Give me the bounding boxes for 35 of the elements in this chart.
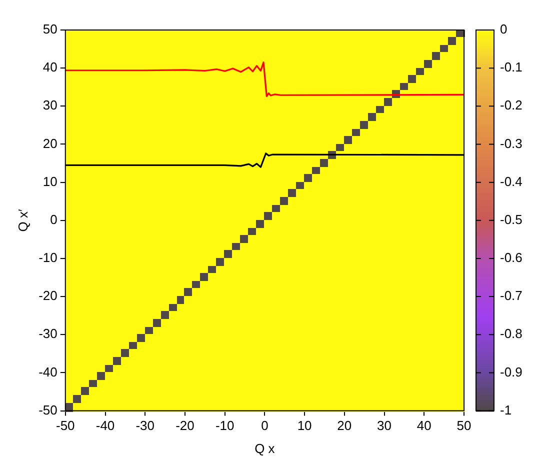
x-tick-label: -20 xyxy=(176,418,194,434)
color-bar-label: -0.8 xyxy=(500,326,522,342)
y-tick-label: -40 xyxy=(38,364,58,380)
color-bar-label: -0.1 xyxy=(500,60,522,75)
x-axis-title: Q x xyxy=(254,440,276,456)
x-tick-label: 20 xyxy=(337,418,352,434)
color-bar-label: -0.5 xyxy=(500,212,522,227)
color-bar-label: -0.3 xyxy=(500,136,522,151)
y-tick-label: 50 xyxy=(42,22,58,37)
color-bar-label: -0.2 xyxy=(500,98,522,113)
x-tick-label: 30 xyxy=(377,418,392,434)
y-tick-label: 40 xyxy=(42,60,58,75)
y-tick-label: 10 xyxy=(42,174,58,189)
color-bar-label: -1 xyxy=(500,402,512,418)
y-tick-label: -30 xyxy=(38,326,58,342)
y-tick-label: -50 xyxy=(38,402,58,418)
x-tick-label: 40 xyxy=(416,418,432,434)
y-tick-label: 0 xyxy=(50,212,58,227)
color-bar-label: -0.9 xyxy=(500,364,522,380)
x-tick-label: 50 xyxy=(456,418,472,434)
x-tick-label: 0 xyxy=(261,418,268,434)
color-bar-label: 0 xyxy=(500,22,508,37)
x-tick-label: -30 xyxy=(136,418,155,434)
y-tick-label: 30 xyxy=(42,98,58,113)
x-tick-label: -40 xyxy=(96,418,115,434)
y-axis-title: Q x′ xyxy=(15,208,30,232)
color-bar-label: -0.7 xyxy=(500,288,522,304)
x-tick-label: 10 xyxy=(297,418,312,434)
y-tick-label: -20 xyxy=(38,288,58,304)
y-tick-label: -10 xyxy=(38,250,58,266)
color-bar-label: -0.6 xyxy=(500,250,522,266)
color-bar-label: -0.4 xyxy=(500,174,522,189)
x-tick-label: -10 xyxy=(215,418,234,434)
x-tick-label: -50 xyxy=(56,418,75,434)
y-tick-label: 20 xyxy=(42,136,58,151)
